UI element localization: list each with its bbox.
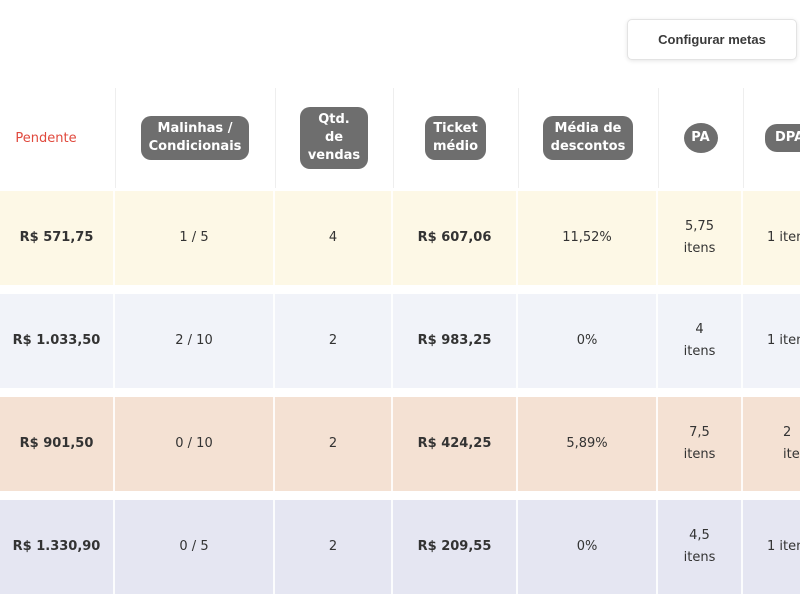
ticket-medio-cell: R$ 424,25 [393, 397, 518, 491]
ticket-medio-cell: R$ 209,55 [393, 500, 518, 594]
table-row: R$ 901,50 0 / 10 2 R$ 424,25 5,89% 7,5 i… [0, 397, 800, 491]
dpa-cell: 2 itens [783, 425, 800, 462]
table-row: R$ 571,75 1 / 5 4 R$ 607,06 11,52% 5,75 … [0, 191, 800, 285]
dpa-header-pill: DPA [765, 124, 800, 152]
header-pendente: Pendente [0, 88, 92, 188]
malinhas-header-pill: Malinhas / Condicionais [140, 116, 250, 160]
pendente-cell: R$ 571,75 [0, 191, 115, 285]
pendente-cell: R$ 1.033,50 [0, 294, 115, 388]
media-descontos-cell: 0% [518, 500, 658, 594]
malinhas-cell: 0 / 10 [115, 397, 275, 491]
malinhas-cell: 2 / 10 [115, 294, 275, 388]
pa-cell: 4 itens [658, 294, 743, 388]
malinhas-cell: 0 / 5 [115, 500, 275, 594]
ticket-medio-header-pill: Ticket médio [424, 116, 487, 160]
media-descontos-cell: 0% [518, 294, 658, 388]
ticket-medio-cell: R$ 983,25 [393, 294, 518, 388]
qtd-vendas-cell: 2 [275, 294, 393, 388]
media-descontos-header-pill: Média de descontos [542, 116, 634, 160]
pa-cell: 7,5 itens [658, 397, 743, 491]
column-divider [743, 88, 744, 188]
header-malinhas: Malinhas / Condicionais [115, 88, 275, 188]
pa-cell: 5,75 itens [658, 191, 743, 285]
qtd-vendas-header-pill: Qtd. de vendas [299, 107, 369, 169]
column-divider [275, 88, 276, 188]
header-qtd-vendas: Qtd. de vendas [275, 88, 393, 188]
header-media-descontos: Média de descontos [518, 88, 658, 188]
malinhas-cell: 1 / 5 [115, 191, 275, 285]
pendente-cell: R$ 1.330,90 [0, 500, 115, 594]
media-descontos-cell: 5,89% [518, 397, 658, 491]
ticket-medio-cell: R$ 607,06 [393, 191, 518, 285]
column-divider [518, 88, 519, 188]
pa-cell: 4,5 itens [658, 500, 743, 594]
configure-goals-button[interactable]: Configurar metas [627, 19, 797, 60]
column-divider [658, 88, 659, 188]
table-row: R$ 1.330,90 0 / 5 2 R$ 209,55 0% 4,5 ite… [0, 500, 800, 594]
pendente-cell: R$ 901,50 [0, 397, 115, 491]
qtd-vendas-cell: 2 [275, 500, 393, 594]
header-dpa: DPA [765, 88, 800, 188]
pending-header-label: Pendente [15, 130, 77, 146]
dpa-cell: 1 itens [767, 230, 800, 245]
header-pa: PA [658, 88, 743, 188]
header-ticket-medio: Ticket médio [393, 88, 518, 188]
media-descontos-cell: 11,52% [518, 191, 658, 285]
dpa-cell: 1 itens [767, 539, 800, 554]
column-divider [393, 88, 394, 188]
qtd-vendas-cell: 2 [275, 397, 393, 491]
column-divider [115, 88, 116, 188]
pa-header-pill: PA [683, 123, 718, 153]
dpa-cell: 1 itens [767, 333, 800, 348]
qtd-vendas-cell: 4 [275, 191, 393, 285]
table-row: R$ 1.033,50 2 / 10 2 R$ 983,25 0% 4 iten… [0, 294, 800, 388]
